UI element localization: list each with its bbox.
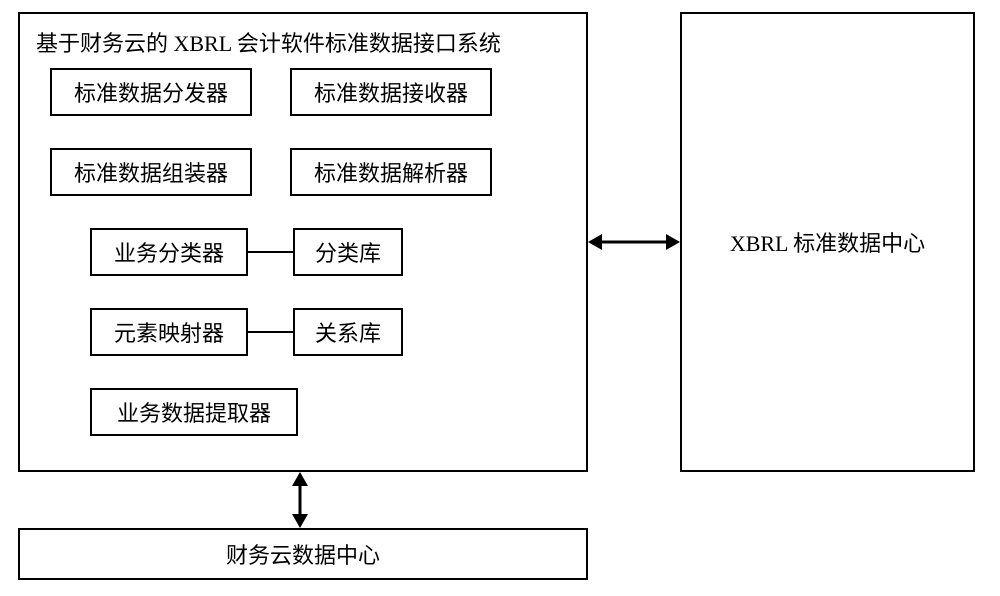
module-receiver-label: 标准数据接收器 [314, 76, 468, 108]
finance-cloud-label: 财务云数据中心 [226, 538, 380, 570]
module-mapper: 元素映射器 [90, 308, 248, 356]
module-distributor: 标准数据分发器 [50, 68, 252, 116]
main-system-title: 基于财务云的 XBRL 会计软件标准数据接口系统 [36, 26, 501, 58]
finance-cloud-box: 财务云数据中心 [18, 528, 588, 580]
module-relation-lib-label: 关系库 [315, 316, 381, 348]
module-extractor: 业务数据提取器 [90, 388, 298, 436]
module-parser-label: 标准数据解析器 [314, 156, 468, 188]
module-class-lib: 分类库 [293, 228, 403, 276]
xbrl-data-center-box: XBRL 标准数据中心 [680, 12, 975, 472]
module-extractor-label: 业务数据提取器 [117, 396, 271, 428]
module-mapper-label: 元素映射器 [114, 316, 224, 348]
module-classifier: 业务分类器 [90, 228, 248, 276]
module-distributor-label: 标准数据分发器 [74, 76, 228, 108]
module-assembler: 标准数据组装器 [50, 148, 252, 196]
module-receiver: 标准数据接收器 [290, 68, 492, 116]
double-arrow-horizontal-icon [588, 230, 680, 254]
connector-r4 [248, 330, 293, 334]
module-relation-lib: 关系库 [293, 308, 403, 356]
xbrl-data-center-label: XBRL 标准数据中心 [730, 226, 925, 258]
module-classifier-label: 业务分类器 [114, 236, 224, 268]
connector-r3 [248, 250, 293, 254]
double-arrow-vertical-icon [288, 472, 312, 528]
module-class-lib-label: 分类库 [315, 236, 381, 268]
module-assembler-label: 标准数据组装器 [74, 156, 228, 188]
module-parser: 标准数据解析器 [290, 148, 492, 196]
